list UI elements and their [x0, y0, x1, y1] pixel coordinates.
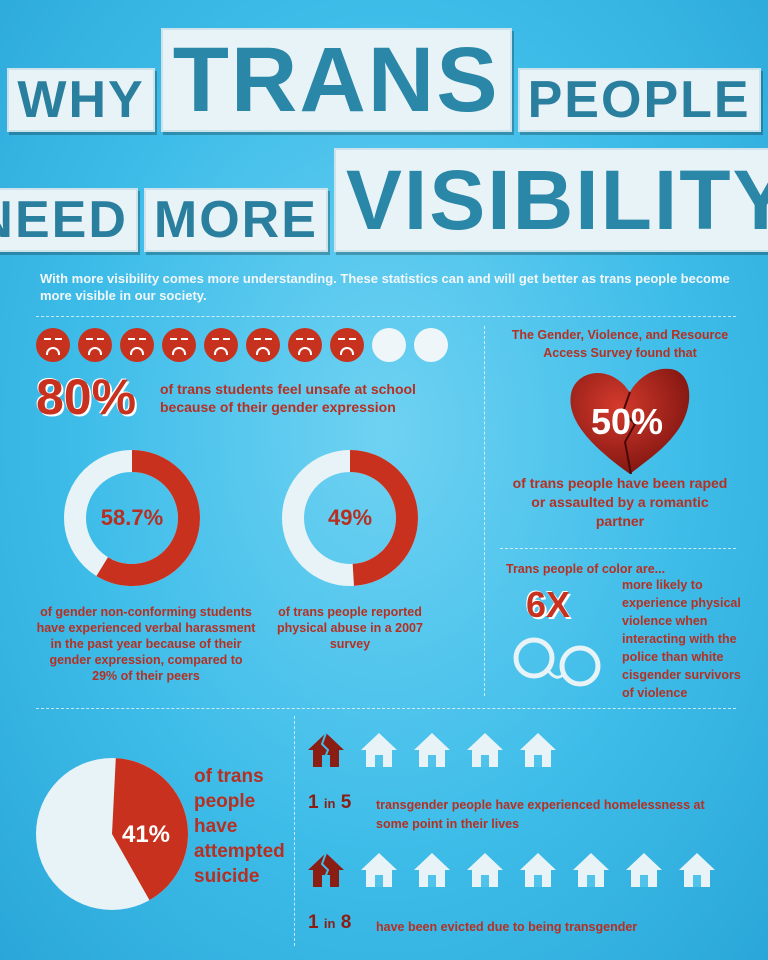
pie-value-slice — [112, 758, 189, 901]
empty-face-icon — [414, 328, 448, 362]
house-icon — [571, 850, 611, 895]
title-word-people: PEOPLE — [517, 68, 761, 132]
house-icon — [465, 730, 505, 775]
donut-value-arc — [64, 450, 200, 586]
unsafe-percent: 80% — [36, 369, 137, 425]
house-icon — [465, 850, 505, 895]
house-icon — [677, 850, 717, 895]
title-line-1: WHY TRANS PEOPLE — [0, 28, 768, 132]
broken-house-icon — [306, 730, 346, 775]
survey-text: of trans people have been raped or assau… — [512, 475, 728, 529]
house-icon — [624, 850, 664, 895]
sad-face-icon — [120, 328, 154, 362]
abuse-text: of trans people reported physical abuse … — [277, 605, 423, 651]
divider — [36, 708, 736, 709]
poc-intro: Trans people of color are... — [506, 562, 666, 576]
sad-face-icon — [246, 328, 280, 362]
survey-intro: The Gender, Violence, and Resource Acces… — [511, 328, 729, 360]
house-icon — [412, 730, 452, 775]
broken-heart-icon: 50% — [565, 362, 695, 485]
house-icon — [412, 850, 452, 895]
survey-percent: 50% — [591, 401, 663, 442]
ratio-in: in — [323, 916, 336, 931]
ratio-in: in — [323, 796, 336, 811]
suicide-percent: 41% — [122, 821, 170, 848]
evicted-ratio: 1 in 8 — [308, 912, 351, 934]
house-icon — [359, 730, 399, 775]
sad-face-row — [36, 328, 448, 362]
sad-face-icon — [204, 328, 238, 362]
empty-face-icon — [372, 328, 406, 362]
poc-multiplier: 6X — [526, 584, 571, 625]
ratio-number: 1 — [308, 792, 319, 813]
intro-text: With more visibility comes more understa… — [40, 271, 730, 303]
house-icon — [518, 730, 558, 775]
house-row-evicted — [306, 850, 717, 895]
house-icon — [359, 850, 399, 895]
sad-face-icon — [162, 328, 196, 362]
handcuffs-icon — [508, 630, 608, 699]
title-line-2: NEED MORE VISIBILITY — [0, 148, 768, 252]
suicide-text: of trans people have attempted suicide — [194, 766, 285, 887]
divider — [500, 548, 736, 549]
homeless-ratio: 1 in 5 — [308, 792, 351, 814]
ratio-number: 1 — [308, 912, 319, 933]
ratio-number: 8 — [340, 912, 352, 933]
title-word-more: MORE — [143, 188, 328, 252]
divider — [36, 316, 736, 317]
sad-face-icon — [288, 328, 322, 362]
divider — [294, 716, 295, 946]
house-icon — [518, 850, 558, 895]
suicide-pie: 41% — [34, 756, 190, 917]
harassment-text: of gender non-conforming students have e… — [36, 605, 256, 683]
evicted-text: have been evicted due to being transgend… — [376, 920, 638, 934]
house-row-homeless — [306, 730, 558, 775]
harassment-donut: 58.7% — [62, 448, 202, 588]
ratio-number: 5 — [340, 792, 352, 813]
title-word-need: NEED — [0, 188, 138, 252]
donut-value-arc — [282, 450, 418, 586]
sad-face-icon — [330, 328, 364, 362]
unsafe-text: of trans students feel unsafe at school … — [160, 381, 416, 415]
title-word-trans: TRANS — [160, 28, 512, 132]
harassment-percent: 58.7% — [101, 505, 163, 530]
abuse-donut: 49% — [280, 448, 420, 588]
poc-text: more likely to experience physical viole… — [622, 578, 741, 700]
title-word-visibility: VISIBILITY — [333, 148, 768, 252]
homeless-text: transgender people have experienced home… — [376, 798, 705, 831]
sad-face-icon — [36, 328, 70, 362]
broken-house-icon — [306, 850, 346, 895]
sad-face-icon — [78, 328, 112, 362]
title-word-why: WHY — [7, 68, 155, 132]
divider — [484, 326, 485, 696]
abuse-percent: 49% — [328, 505, 372, 530]
